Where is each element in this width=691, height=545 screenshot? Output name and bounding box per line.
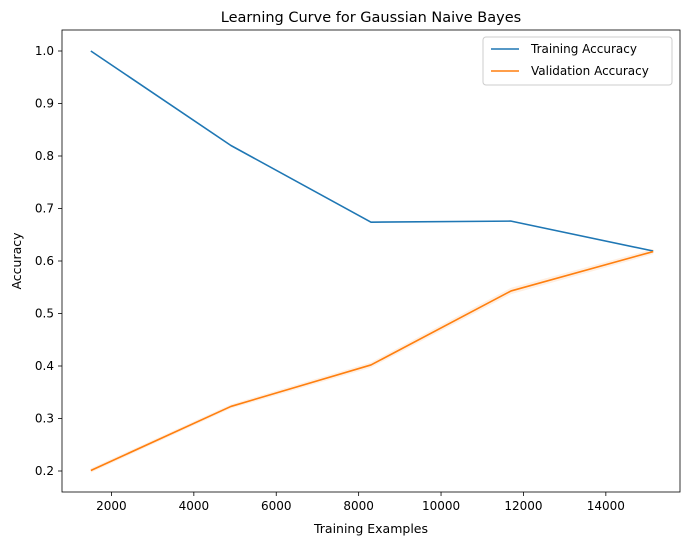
y-axis-label: Accuracy: [9, 232, 24, 290]
series-line-1: [90, 250, 654, 472]
y-axis: 0.2 0.3 0.4 0.5 0.6 0.7 0.8 0.9 1.0: [35, 44, 62, 478]
legend: Training Accuracy Validation Accuracy: [482, 36, 673, 86]
y-tick-label: 0.7: [35, 202, 54, 216]
x-tick-label: 4000: [179, 499, 210, 513]
legend-label-1: Validation Accuracy: [531, 64, 649, 78]
y-tick-label: 0.8: [35, 149, 54, 163]
x-tick-label: 2000: [96, 499, 127, 513]
series-line-0: [90, 50, 654, 252]
x-tick-label: 8000: [343, 499, 374, 513]
y-tick-label: 0.9: [35, 97, 54, 111]
x-tick-label: 6000: [261, 499, 292, 513]
y-tick-label: 0.4: [35, 359, 54, 373]
y-tick-label: 0.3: [35, 412, 54, 426]
series-band-1: [90, 248, 654, 473]
x-axis: 2000 4000 6000 8000 10000 12000 14000: [96, 492, 625, 513]
plot-frame: [61, 29, 681, 493]
plot-area: [61, 29, 681, 493]
x-tick-label: 10000: [422, 499, 460, 513]
legend-label-0: Training Accuracy: [530, 42, 637, 56]
legend-box: [482, 36, 673, 86]
chart-title: Learning Curve for Gaussian Naive Bayes: [221, 10, 521, 26]
y-tick-label: 0.6: [35, 254, 54, 268]
y-tick-label: 0.5: [35, 307, 54, 321]
y-tick-label: 1.0: [35, 44, 54, 58]
x-axis-label: Training Examples: [313, 521, 428, 536]
x-tick-label: 14000: [587, 499, 625, 513]
y-tick-label: 0.2: [35, 464, 54, 478]
x-tick-label: 12000: [504, 499, 542, 513]
